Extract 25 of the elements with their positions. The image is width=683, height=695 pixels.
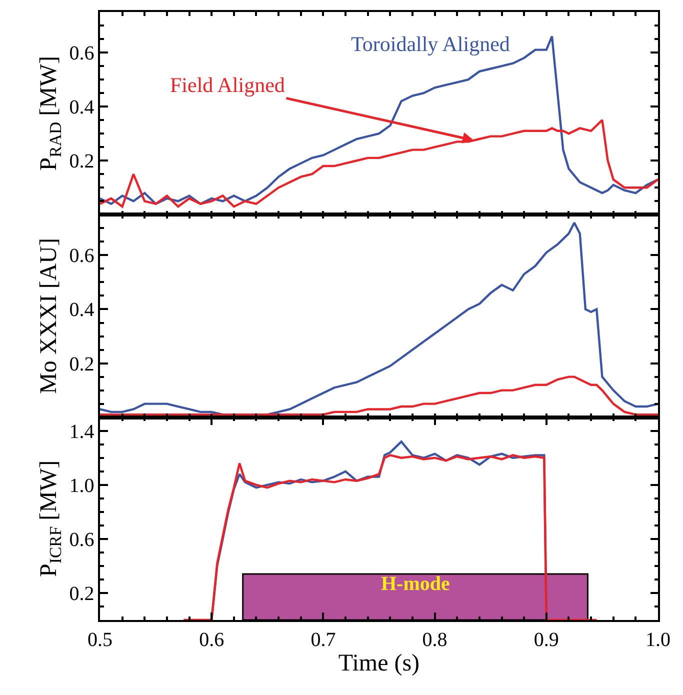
line-series [100, 35, 658, 205]
y-axis-title: Mo XXXI [AU] [36, 238, 62, 394]
band-label: H-mode [381, 573, 450, 595]
x-tick-label: 0.9 [534, 628, 559, 651]
y-tick-label: 0.4 [69, 96, 94, 119]
y-tick-label: 0.6 [69, 528, 94, 551]
x-tick-label: 0.5 [88, 628, 112, 651]
line-series [100, 376, 658, 416]
x-tick-label: 0.7 [310, 628, 336, 651]
y-tick-label: 0.2 [69, 582, 94, 605]
x-tick-label: 0.8 [422, 628, 448, 651]
line-series [182, 454, 598, 620]
y-tick-label: 1.4 [69, 420, 94, 443]
x-axis-title: Time (s) [338, 650, 420, 677]
annotation: Field Aligned [170, 73, 286, 97]
y-tick-label: 0.4 [69, 299, 94, 322]
y-tick-label: 1.0 [69, 474, 94, 497]
y-tick-label: 0.2 [69, 353, 94, 376]
y-tick-label: 0.2 [69, 150, 94, 173]
x-tick-label: 1.0 [646, 628, 670, 651]
y-tick-label: 0.6 [69, 42, 94, 65]
x-tick-label: 0.6 [199, 628, 224, 651]
y-tick-label: 0.6 [69, 245, 94, 268]
line-series [100, 222, 658, 416]
series-label: Toroidally Aligned [351, 32, 510, 56]
